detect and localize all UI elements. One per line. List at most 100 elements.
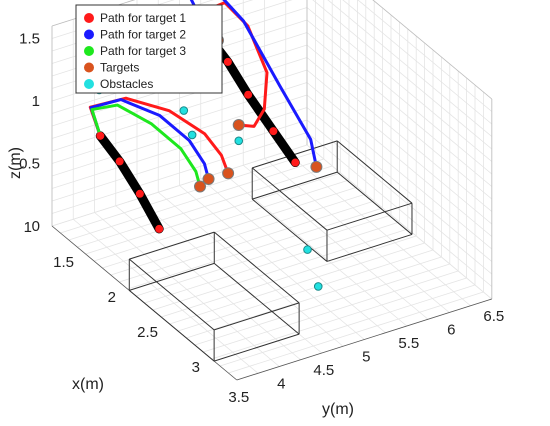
grid-line — [242, 164, 429, 320]
grid-line — [51, 69, 308, 152]
box-edge — [336, 171, 413, 235]
x-tick-label: 2 — [108, 289, 116, 306]
box-edge — [252, 171, 338, 200]
grid-line — [51, 57, 308, 139]
legend-entry: Targets — [100, 61, 139, 75]
grid-line — [115, 205, 301, 361]
grid-line — [306, 94, 493, 250]
box-edge — [128, 290, 215, 362]
grid-line — [342, 0, 493, 125]
x-tick-label: 3 — [192, 359, 200, 376]
joint-point — [135, 189, 144, 198]
robot-arm-right — [207, 36, 300, 168]
y-tick-label: 4.5 — [313, 362, 334, 379]
box-edge — [213, 333, 300, 362]
box-edge — [326, 233, 413, 262]
grid-line — [306, 119, 493, 275]
grid-line — [285, 151, 471, 307]
grid-line — [157, 191, 344, 347]
legend: Path for target 1 Path for target 2 Path f… — [75, 4, 223, 94]
legend-marker — [84, 29, 94, 40]
joint-point — [96, 131, 105, 140]
z-tick-label: 1 — [32, 93, 40, 110]
grid-line — [312, 0, 493, 150]
target-point — [194, 180, 206, 193]
box-edge — [251, 198, 328, 262]
joint-point — [269, 127, 278, 136]
grid-line — [51, 119, 308, 202]
grid-line — [306, 82, 493, 237]
z-tick-label: 1.5 — [19, 31, 40, 48]
legend-marker — [84, 13, 94, 23]
grid-line — [94, 212, 280, 367]
obstacle-point — [234, 136, 244, 146]
x-tick-label: 2.5 — [137, 324, 158, 341]
z-axis-label: z(m) — [7, 147, 24, 179]
legend-entry: Path for target 1 — [100, 11, 186, 25]
y-tick-label: 6.5 — [483, 308, 504, 325]
box-edge — [326, 202, 413, 231]
grid-line — [306, 69, 493, 225]
grid-line — [306, 19, 493, 175]
obstacle-point — [179, 106, 189, 115]
grid-line — [200, 178, 386, 334]
grid-line — [306, 44, 493, 200]
frame-edge — [372, 0, 493, 100]
path-target-2-left — [89, 98, 211, 181]
legend-entry: Path for target 3 — [100, 44, 186, 58]
grid-line — [221, 171, 408, 327]
path-target-3-left — [90, 103, 202, 188]
y-tick-label: 3.5 — [228, 389, 249, 406]
joint-point — [244, 90, 253, 99]
y-axis-line — [236, 298, 492, 381]
base-box-left — [128, 231, 300, 362]
grid-line — [306, 32, 493, 187]
path-target-2-right — [189, 0, 318, 169]
grid-line — [306, 57, 493, 212]
grid-line — [306, 107, 493, 262]
grid-line — [72, 218, 259, 374]
target-point — [202, 172, 215, 185]
y-tick-label: 4 — [277, 376, 285, 393]
grid-line — [327, 0, 493, 137]
box-edge — [213, 302, 300, 331]
box-edge — [213, 263, 300, 335]
x-tick-label: 1.5 — [53, 254, 74, 271]
obstacle-point — [187, 130, 197, 140]
joint-point — [223, 57, 232, 66]
tick-labels: 0 0.5 1 1.5 1 1.5 2 2.5 3 3.5 4 4.5 5 5.5 6 6.5 — [19, 31, 504, 407]
x-axis-label: x(m) — [72, 376, 104, 393]
box-edge — [129, 231, 215, 260]
joint-point — [115, 157, 124, 166]
legend-entry: Path for target 2 — [100, 28, 186, 42]
grid-line — [357, 0, 493, 112]
obstacle-point — [303, 245, 312, 254]
legend-marker — [84, 62, 94, 73]
box-edge — [128, 258, 215, 331]
grid-line — [264, 158, 450, 313]
legend-entry: Obstacles — [100, 77, 153, 91]
grid-line — [306, 144, 493, 300]
robot-arm-left — [95, 131, 164, 234]
legend-marker — [84, 79, 94, 89]
grid-line — [306, 7, 493, 162]
legend-marker — [84, 46, 94, 56]
z-tick-label: 0.5 — [19, 156, 40, 173]
grid-line — [179, 185, 365, 340]
target-point — [310, 160, 323, 173]
box-edge — [336, 140, 413, 204]
y-tick-label: 5.5 — [398, 335, 419, 352]
box-edge — [251, 167, 328, 231]
z-tick-label: 0 — [32, 218, 40, 235]
target-point — [232, 119, 245, 132]
box-edge — [129, 262, 215, 291]
grid-line — [306, 132, 493, 287]
target-point — [222, 167, 235, 180]
box-edge — [213, 231, 300, 304]
y-axis-label: y(m) — [322, 401, 354, 418]
grid-line — [51, 132, 308, 214]
joint-point — [291, 158, 300, 167]
x-tick-label: 1 — [24, 219, 32, 236]
joint-point — [155, 224, 164, 233]
